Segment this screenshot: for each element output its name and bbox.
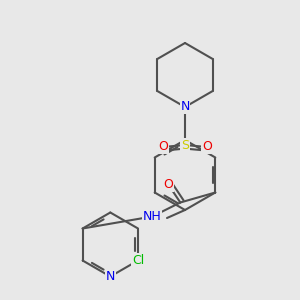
Text: O: O bbox=[202, 140, 212, 154]
Text: O: O bbox=[158, 140, 168, 154]
Text: O: O bbox=[164, 178, 173, 191]
Text: S: S bbox=[181, 139, 189, 152]
Text: N: N bbox=[106, 270, 115, 283]
Text: NH: NH bbox=[143, 210, 162, 223]
Text: Cl: Cl bbox=[132, 254, 144, 267]
Text: N: N bbox=[180, 100, 190, 113]
